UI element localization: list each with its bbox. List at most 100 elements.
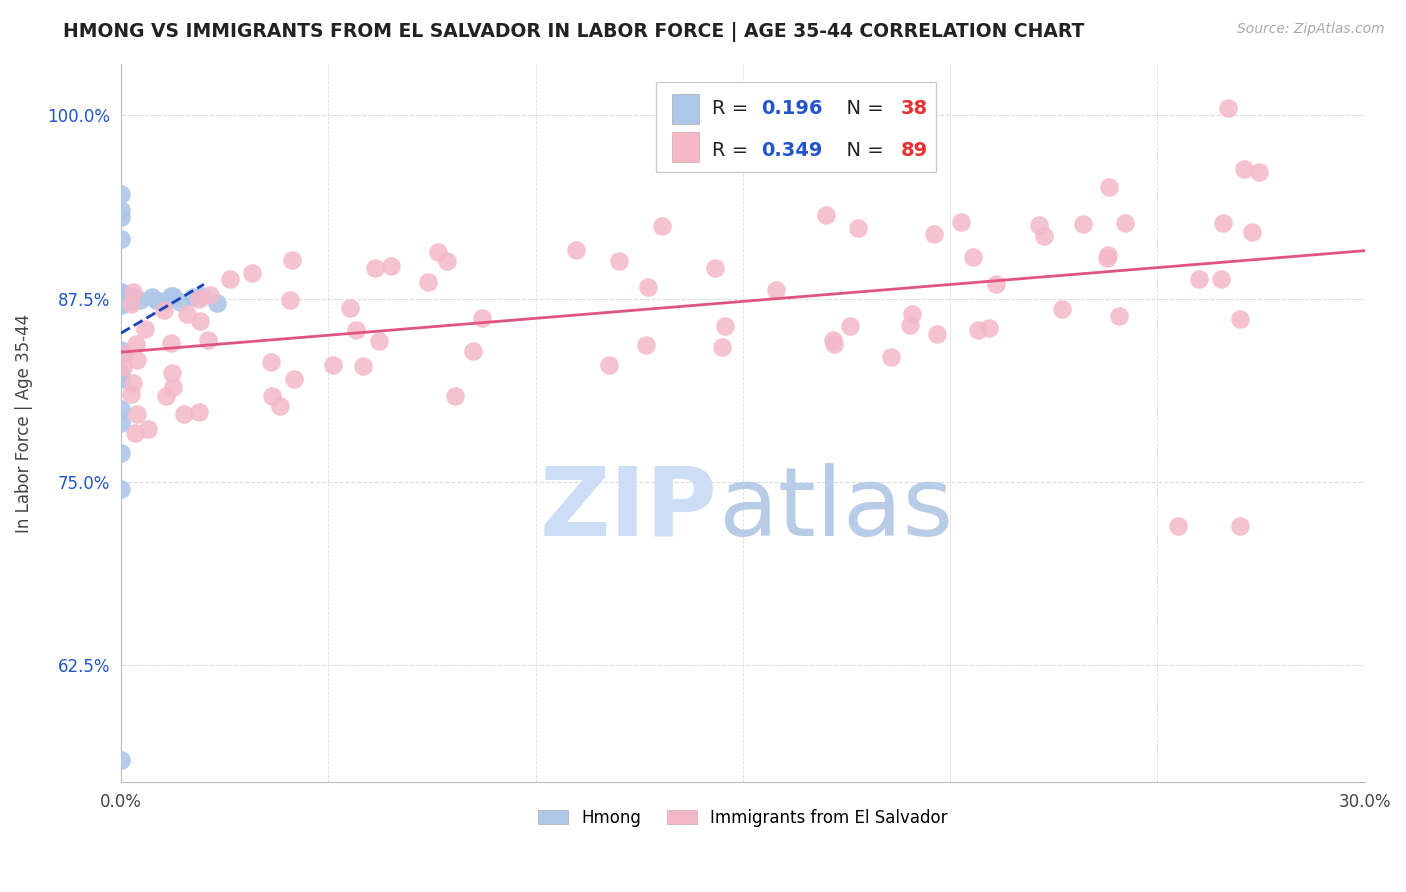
Point bbox=[118, 290, 141, 304]
Point bbox=[127, 352, 149, 367]
Point bbox=[121, 292, 143, 306]
Point bbox=[200, 288, 222, 302]
Point bbox=[352, 359, 374, 373]
Point bbox=[136, 422, 159, 436]
Point bbox=[344, 323, 367, 337]
Point bbox=[598, 358, 620, 372]
Point bbox=[924, 227, 946, 241]
Point bbox=[634, 338, 657, 352]
Point bbox=[115, 290, 138, 304]
Point bbox=[1229, 518, 1251, 533]
Point bbox=[110, 482, 132, 496]
Point bbox=[145, 293, 167, 308]
Text: R =: R = bbox=[711, 99, 754, 118]
Point bbox=[984, 277, 1007, 291]
Point bbox=[169, 294, 191, 309]
Point bbox=[1032, 229, 1054, 244]
Point bbox=[651, 219, 673, 233]
Point bbox=[162, 289, 184, 303]
Point bbox=[122, 293, 145, 308]
Point bbox=[1209, 272, 1232, 286]
Point bbox=[110, 416, 132, 430]
Point bbox=[134, 322, 156, 336]
Point bbox=[710, 340, 733, 354]
Point bbox=[155, 389, 177, 403]
Text: R =: R = bbox=[711, 141, 754, 160]
Point bbox=[839, 319, 862, 334]
Point bbox=[112, 359, 135, 374]
Point bbox=[1188, 272, 1211, 286]
Point bbox=[124, 425, 146, 440]
Text: atlas: atlas bbox=[718, 463, 953, 556]
Text: N =: N = bbox=[834, 141, 890, 160]
Point bbox=[1212, 216, 1234, 230]
Point bbox=[898, 318, 921, 333]
Point bbox=[471, 310, 494, 325]
Point bbox=[1233, 161, 1256, 176]
Point bbox=[121, 285, 143, 300]
Point bbox=[110, 232, 132, 246]
Point bbox=[967, 323, 990, 337]
Point bbox=[110, 343, 132, 357]
Point bbox=[240, 267, 263, 281]
Point bbox=[880, 350, 903, 364]
Point bbox=[444, 389, 467, 403]
Point bbox=[160, 336, 183, 351]
Point bbox=[197, 333, 219, 347]
Point bbox=[155, 294, 177, 309]
Point bbox=[418, 275, 440, 289]
Point bbox=[1114, 216, 1136, 230]
Point bbox=[1108, 309, 1130, 323]
Point bbox=[112, 346, 135, 360]
Point bbox=[962, 250, 984, 264]
Point bbox=[713, 318, 735, 333]
Point bbox=[110, 287, 132, 301]
Point bbox=[260, 389, 283, 403]
Y-axis label: In Labor Force | Age 35-44: In Labor Force | Age 35-44 bbox=[15, 314, 32, 533]
Point bbox=[110, 445, 132, 459]
Point bbox=[1249, 165, 1271, 179]
Point bbox=[1229, 312, 1251, 326]
FancyBboxPatch shape bbox=[655, 82, 935, 172]
Point bbox=[110, 296, 132, 310]
Point bbox=[124, 337, 146, 351]
Bar bbox=[672, 94, 699, 124]
Bar bbox=[672, 132, 699, 162]
Point bbox=[110, 186, 132, 201]
Point bbox=[153, 302, 176, 317]
Point bbox=[110, 372, 132, 386]
Point bbox=[821, 333, 844, 347]
Point bbox=[110, 285, 132, 299]
Text: 0.349: 0.349 bbox=[762, 141, 823, 160]
Point bbox=[950, 215, 973, 229]
Text: ZIP: ZIP bbox=[540, 463, 718, 556]
Point bbox=[322, 358, 344, 372]
Text: 0.196: 0.196 bbox=[762, 99, 823, 118]
Point bbox=[260, 355, 283, 369]
Point bbox=[823, 336, 845, 351]
Text: 38: 38 bbox=[901, 99, 928, 118]
Point bbox=[368, 334, 391, 349]
Point bbox=[278, 293, 301, 307]
Point bbox=[160, 366, 183, 380]
Point bbox=[110, 348, 132, 362]
Point bbox=[1167, 518, 1189, 533]
Point bbox=[110, 298, 132, 312]
Point bbox=[120, 296, 142, 310]
Point bbox=[120, 387, 142, 401]
Point bbox=[1095, 251, 1118, 265]
Point bbox=[110, 202, 132, 217]
Point bbox=[364, 260, 387, 275]
Point bbox=[120, 288, 142, 302]
Point bbox=[339, 301, 361, 315]
Point bbox=[188, 314, 211, 328]
Point bbox=[173, 407, 195, 421]
Point bbox=[190, 289, 212, 303]
Point bbox=[637, 280, 659, 294]
Point bbox=[121, 376, 143, 391]
Point bbox=[110, 292, 132, 306]
Point bbox=[283, 372, 305, 386]
Point bbox=[1071, 217, 1094, 231]
Point bbox=[1050, 302, 1073, 317]
Point bbox=[219, 272, 242, 286]
